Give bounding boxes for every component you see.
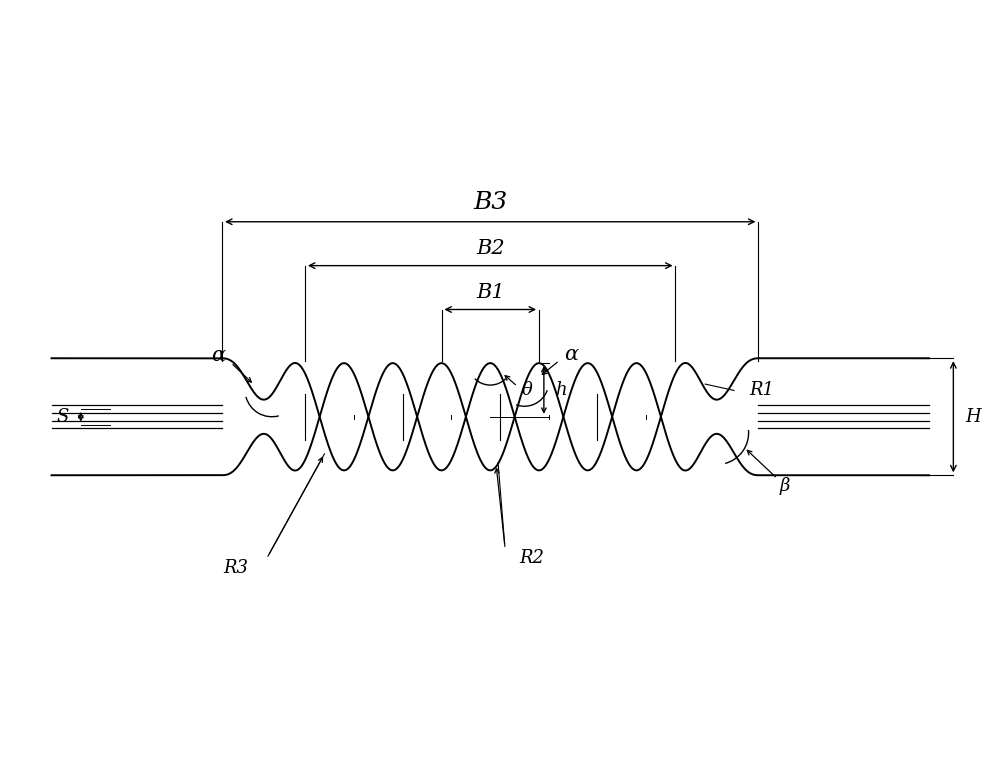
Text: B1: B1 (476, 283, 505, 301)
Text: h: h (556, 381, 567, 399)
Text: H: H (965, 408, 981, 425)
Text: R3: R3 (223, 559, 248, 577)
Text: B3: B3 (473, 191, 507, 214)
Text: α: α (211, 346, 225, 365)
Text: R1: R1 (750, 381, 775, 399)
Text: θ: θ (521, 381, 532, 399)
Text: B2: B2 (476, 239, 505, 258)
Text: S: S (57, 408, 69, 425)
Text: R2: R2 (519, 549, 544, 567)
Text: α: α (564, 345, 578, 364)
Text: β: β (780, 477, 790, 495)
